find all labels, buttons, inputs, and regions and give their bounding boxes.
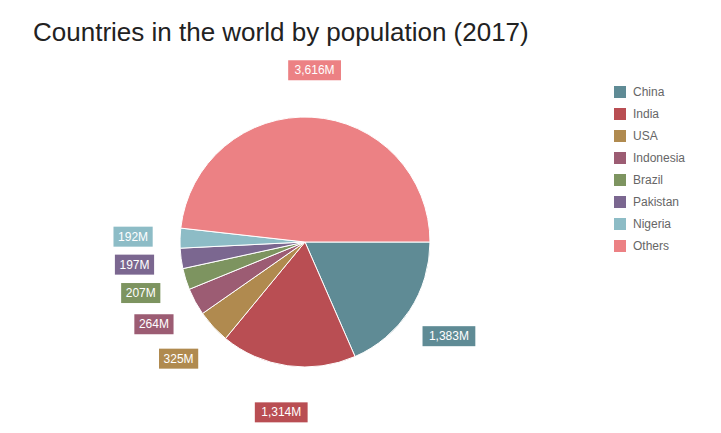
html-text:USA: USA: [633, 129, 658, 143]
html-text:China: China: [633, 85, 665, 99]
html-text:Brazil: Brazil: [633, 173, 663, 187]
html-text:Pakistan: Pakistan: [633, 195, 679, 209]
html-text:India: India: [633, 107, 659, 121]
html-text:Nigeria: Nigeria: [633, 217, 671, 231]
html-text:Indonesia: Indonesia: [633, 151, 685, 165]
svg-text:325M: 325M: [164, 352, 194, 366]
svg-text:207M: 207M: [126, 286, 156, 300]
html-text:Others: Others: [633, 239, 669, 253]
svg-text:197M: 197M: [119, 258, 149, 272]
svg-text:192M: 192M: [118, 230, 148, 244]
svg-text:264M: 264M: [139, 317, 169, 331]
svg-text:1,383M: 1,383M: [429, 329, 469, 343]
html-text:Countries in the world by popu: Countries in the world by population (20…: [33, 17, 529, 47]
svg-text:3,616M: 3,616M: [295, 63, 335, 77]
svg-text:1,314M: 1,314M: [261, 405, 301, 419]
